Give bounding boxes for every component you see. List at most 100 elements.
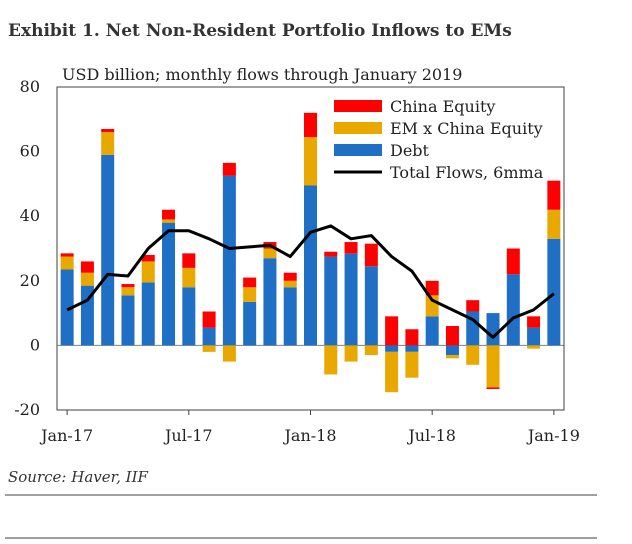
y-tick-label: 0 [30, 335, 40, 354]
bars-group [60, 112, 561, 393]
bar-china-equity-jan-19 [547, 180, 561, 210]
bar-china-equity-aug-17 [202, 311, 216, 328]
bar-em-x-china-equity-jan-18 [304, 137, 317, 186]
bar-china-equity-may-18 [385, 316, 399, 346]
bar-debt-jan-19 [547, 238, 561, 346]
bar-em-x-china-equity-may-18 [385, 351, 399, 393]
bar-debt-jul-18 [425, 316, 439, 346]
bar-china-equity-dec-17 [283, 272, 297, 281]
bar-debt-apr-17 [121, 295, 135, 346]
bar-debt-jan-17 [60, 269, 74, 346]
x-tick-label: Jan-18 [282, 426, 336, 445]
source-note: Source: Haver, IIF [8, 468, 149, 486]
bar-debt-may-17 [141, 282, 155, 346]
legend-label-debt: Debt [390, 141, 430, 160]
bar-em-x-china-equity-jan-17 [60, 256, 74, 270]
legend-swatch-china-equity [334, 100, 382, 112]
y-tick-label: 60 [20, 142, 40, 161]
bar-debt-jul-17 [182, 287, 196, 346]
bar-china-equity-jan-17 [60, 253, 74, 257]
bar-em-x-china-equity-aug-17 [202, 345, 216, 352]
bar-china-equity-jan-18 [304, 112, 317, 138]
bar-debt-dec-17 [283, 287, 297, 346]
legend-label-total-flows: Total Flows, 6mma [390, 163, 544, 182]
bar-debt-jan-18 [304, 185, 317, 346]
bar-debt-mar-17 [101, 154, 115, 346]
x-tick-label: Jan-19 [526, 426, 580, 445]
x-tick-label: Jul-18 [406, 426, 456, 445]
bar-debt-jun-17 [162, 222, 176, 346]
y-tick-label: -20 [14, 400, 40, 419]
bar-debt-aug-17 [202, 327, 216, 346]
legend: China Equity EM x China Equity Debt Tota… [334, 97, 544, 182]
bar-em-x-china-equity-oct-18 [486, 345, 500, 388]
bar-china-equity-mar-18 [344, 242, 358, 254]
bar-em-x-china-equity-feb-18 [324, 345, 338, 375]
bar-em-x-china-equity-apr-18 [364, 345, 378, 356]
bar-china-equity-feb-17 [80, 261, 94, 273]
bar-em-x-china-equity-apr-17 [121, 287, 135, 296]
bar-china-equity-aug-18 [445, 326, 459, 346]
bar-china-equity-feb-18 [324, 251, 338, 257]
bar-china-equity-sep-17 [222, 162, 236, 176]
plot-frame [56, 86, 565, 411]
bar-china-equity-oct-18 [486, 387, 500, 389]
bar-em-x-china-equity-nov-17 [263, 248, 277, 259]
chart-subtitle: USD billion; monthly flows through Janua… [62, 65, 462, 84]
bar-china-equity-apr-18 [364, 243, 378, 267]
legend-swatch-em-x-china-equity [334, 122, 382, 134]
bar-china-equity-sep-18 [466, 300, 480, 312]
legend-label-em-x-china-equity: EM x China Equity [390, 119, 543, 138]
legend-label-china-equity: China Equity [390, 97, 495, 116]
bar-china-equity-apr-17 [121, 284, 135, 288]
bar-debt-dec-18 [527, 327, 541, 346]
bar-em-x-china-equity-jun-17 [162, 219, 176, 223]
bar-em-x-china-equity-sep-18 [466, 345, 480, 365]
bar-debt-oct-17 [243, 301, 257, 346]
y-tick-label: 20 [20, 271, 40, 290]
bar-debt-aug-18 [445, 345, 459, 356]
bar-china-equity-jul-17 [182, 253, 196, 268]
bar-china-equity-dec-18 [527, 316, 541, 328]
y-axis: 80 60 40 20 0 -20 [14, 77, 40, 419]
bar-em-x-china-equity-oct-17 [243, 287, 257, 302]
bar-debt-mar-18 [344, 253, 358, 346]
bar-em-x-china-equity-aug-18 [445, 355, 459, 359]
bar-china-equity-jul-18 [425, 280, 439, 296]
bar-debt-sep-18 [466, 311, 480, 346]
bar-em-x-china-equity-dec-17 [283, 280, 297, 288]
x-tick-label: Jul-17 [163, 426, 213, 445]
bar-em-x-china-equity-sep-17 [222, 345, 236, 362]
total-flows-line [66, 224, 555, 339]
bar-china-equity-jun-17 [162, 209, 176, 220]
bar-em-x-china-equity-jun-18 [405, 351, 419, 378]
bar-debt-apr-18 [364, 266, 378, 346]
bar-debt-jun-18 [405, 345, 419, 352]
chart-title: Exhibit 1. Net Non-Resident Portfolio In… [8, 21, 512, 41]
y-tick-label: 40 [20, 206, 40, 225]
bar-china-equity-jun-18 [405, 329, 419, 346]
x-tick-label: Jan-17 [39, 426, 93, 445]
bar-em-x-china-equity-dec-18 [527, 345, 541, 349]
bar-china-equity-may-17 [141, 254, 155, 262]
bar-em-x-china-equity-may-17 [141, 261, 155, 283]
bar-china-equity-nov-18 [506, 248, 520, 275]
bar-em-x-china-equity-mar-17 [101, 132, 115, 155]
bar-china-equity-oct-17 [243, 277, 257, 288]
bar-em-x-china-equity-mar-18 [344, 345, 358, 362]
x-axis: Jan-17 Jul-17 Jan-18 Jul-18 Jan-19 [39, 410, 580, 445]
bar-em-x-china-equity-feb-17 [80, 272, 94, 286]
legend-swatch-debt [334, 144, 382, 156]
bar-debt-feb-18 [324, 256, 338, 346]
bar-debt-nov-18 [506, 274, 520, 346]
y-tick-label: 80 [20, 77, 40, 96]
bar-debt-may-18 [385, 345, 399, 352]
bar-debt-nov-17 [263, 258, 277, 346]
bar-debt-sep-17 [222, 175, 236, 346]
bar-debt-oct-18 [486, 313, 500, 346]
bar-china-equity-mar-17 [101, 128, 115, 133]
bar-em-x-china-equity-jan-19 [547, 209, 561, 239]
total-flows-group [66, 224, 555, 339]
bar-em-x-china-equity-jul-17 [182, 267, 196, 288]
